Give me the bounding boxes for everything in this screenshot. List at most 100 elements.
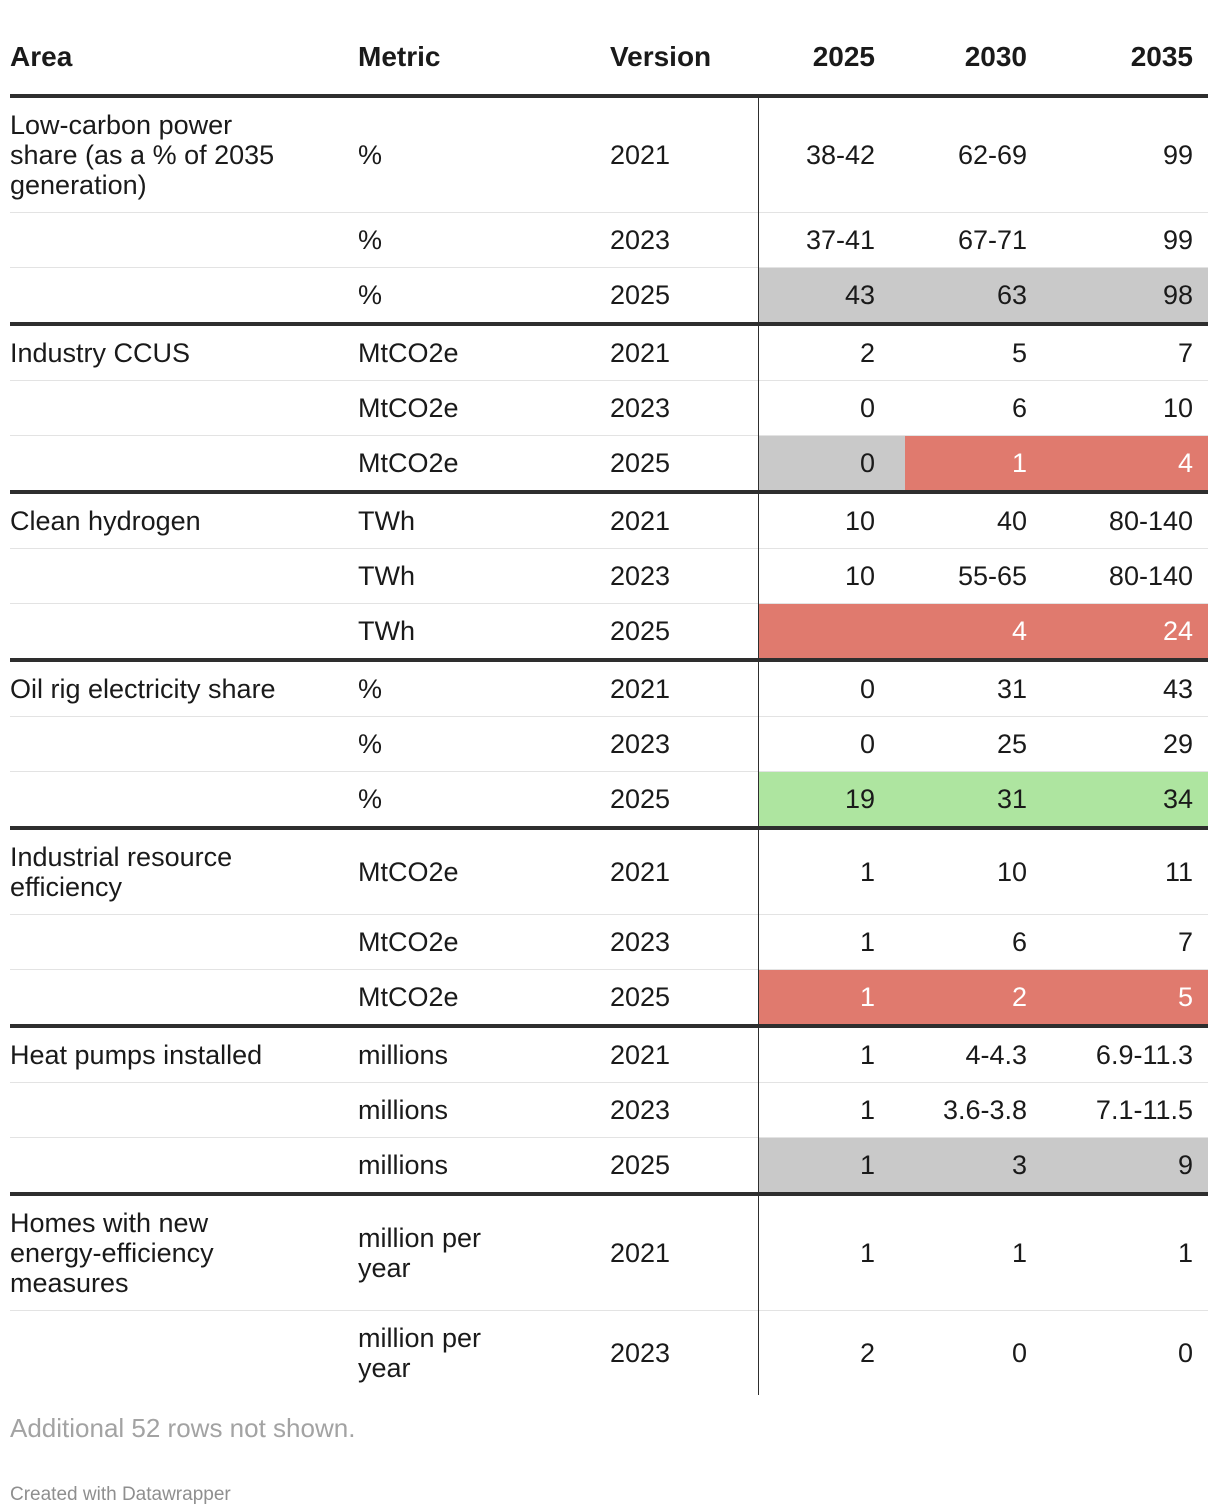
table-body: Low-carbon power share (as a % of 2035 g… <box>10 96 1208 1395</box>
area-cell <box>10 548 358 604</box>
value-cell: 1 <box>757 1194 905 1311</box>
metric-cell: MtCO2e <box>358 435 610 494</box>
metric-label: millions <box>358 1150 449 1180</box>
metric-label: millions <box>358 1095 449 1125</box>
rows-not-shown-note: Additional 52 rows not shown. <box>10 1413 356 1443</box>
area-cell <box>10 603 358 662</box>
version-cell: 2023 <box>610 1082 758 1138</box>
value-cell: 0 <box>1040 1310 1208 1395</box>
value-cell: 38-42 <box>757 96 905 213</box>
column-header-version: Version <box>610 0 758 98</box>
area-cell: Low-carbon power share (as a % of 2035 g… <box>10 96 358 213</box>
version-cell: 2023 <box>610 716 758 772</box>
version-cell: 2021 <box>610 1040 671 1070</box>
area-cell <box>10 267 358 326</box>
value-cell: 1 <box>1177 1238 1193 1268</box>
area-cell <box>10 771 358 830</box>
value-cell: 10 <box>757 492 905 549</box>
version-cell: 2025 <box>610 1137 758 1196</box>
value-cell: 0 <box>757 716 905 772</box>
table-row: TWh 2025 4 24 <box>10 603 1208 662</box>
value-cell: 2 <box>757 1310 905 1395</box>
metric-label: MtCO2e <box>358 393 459 423</box>
metric-label: millions <box>358 1040 449 1070</box>
value-cell: 0 <box>757 380 905 436</box>
value-cell: 1 <box>1011 1238 1027 1268</box>
metric-cell: % <box>358 96 610 213</box>
column-header-2030: 2030 <box>905 0 1040 98</box>
table-row: % 2025 19 31 34 <box>10 771 1208 830</box>
value-cell: 4-4.3 <box>965 1040 1027 1070</box>
area-label: Low-carbon power share (as a % of 2035 g… <box>10 110 275 200</box>
value-cell: 24 <box>1040 603 1208 662</box>
metric-label: % <box>358 140 383 170</box>
metric-cell: TWh <box>358 548 610 604</box>
version-cell: 2021 <box>610 857 671 887</box>
version-cell: 2021 <box>610 1238 671 1268</box>
value-cell: 25 <box>905 716 1040 772</box>
metric-cell: % <box>358 771 610 830</box>
area-cell: Homes with new energy-efficiency measure… <box>10 1194 358 1311</box>
table-row: Low-carbon power share (as a % of 2035 g… <box>10 96 1208 213</box>
area-cell <box>10 1137 358 1196</box>
area-cell <box>10 969 358 1028</box>
metric-label: TWh <box>358 616 415 646</box>
value-cell: 7.1-11.5 <box>1040 1082 1208 1138</box>
column-header-2025: 2025 <box>758 0 905 98</box>
version-cell: 2025 <box>610 603 758 662</box>
table-row: MtCO2e 2025 0 1 4 <box>10 435 1208 494</box>
value-cell: 0 <box>757 435 905 494</box>
version-cell: 2025 <box>610 771 758 830</box>
value-cell: 3 <box>905 1137 1040 1196</box>
metric-label: TWh <box>358 506 415 536</box>
value-cell: 1 <box>757 914 905 970</box>
area-cell <box>10 1082 358 1138</box>
metric-cell: MtCO2e <box>358 324 610 381</box>
metric-label: % <box>358 729 383 759</box>
table-row: millions 2023 1 3.6-3.8 7.1-11.5 <box>10 1082 1208 1138</box>
metric-cell: % <box>358 716 610 772</box>
metric-cell: MtCO2e <box>358 914 610 970</box>
value-cell: 34 <box>1040 771 1208 830</box>
datawrapper-attribution: Created with Datawrapper <box>10 1484 231 1505</box>
value-cell: 7 <box>1177 338 1193 368</box>
metric-label: million per year <box>358 1223 482 1283</box>
value-cell: 63 <box>905 267 1040 326</box>
version-cell: 2021 <box>610 140 671 170</box>
version-cell: 2021 <box>610 338 671 368</box>
metric-label: MtCO2e <box>358 338 459 368</box>
value-cell: 80-140 <box>1040 548 1208 604</box>
value-cell: 3.6-3.8 <box>905 1082 1040 1138</box>
value-cell: 67-71 <box>905 212 1040 268</box>
value-cell: 1 <box>757 1026 905 1083</box>
value-cell: 43 <box>1162 674 1193 704</box>
area-cell <box>10 1310 358 1395</box>
table-row: Clean hydrogen TWh 2021 10 40 80-140 <box>10 492 1208 549</box>
metric-label: MtCO2e <box>358 448 459 478</box>
area-cell <box>10 212 358 268</box>
version-cell: 2023 <box>610 548 758 604</box>
value-cell: 62-69 <box>957 140 1027 170</box>
version-cell: 2021 <box>610 506 671 536</box>
area-cell: Oil rig electricity share <box>10 660 358 717</box>
metric-label: % <box>358 674 383 704</box>
table-row: millions 2025 1 3 9 <box>10 1137 1208 1196</box>
table-row: Industry CCUS MtCO2e 2021 2 5 7 <box>10 324 1208 381</box>
metric-label: MtCO2e <box>358 982 459 1012</box>
value-cell: 43 <box>757 267 905 326</box>
table-row: Heat pumps installed millions 2021 1 4-4.3 6.… <box>10 1026 1208 1083</box>
area-label: Heat pumps installed <box>10 1040 263 1070</box>
value-cell: 0 <box>905 1310 1040 1395</box>
area-label: Oil rig electricity share <box>10 674 276 704</box>
value-cell: 80-140 <box>1108 506 1193 536</box>
table-row: Homes with new energy-efficiency measure… <box>10 1194 1208 1311</box>
area-cell <box>10 914 358 970</box>
metric-cell: TWh <box>358 492 610 549</box>
column-header-2035: 2035 <box>1040 0 1208 98</box>
table-row: TWh 2023 10 55-65 80-140 <box>10 548 1208 604</box>
value-cell: 1 <box>757 969 905 1028</box>
table-row: million per year 2023 2 0 0 <box>10 1310 1208 1395</box>
value-cell: 1 <box>757 1137 905 1196</box>
value-cell: 7 <box>1040 914 1208 970</box>
